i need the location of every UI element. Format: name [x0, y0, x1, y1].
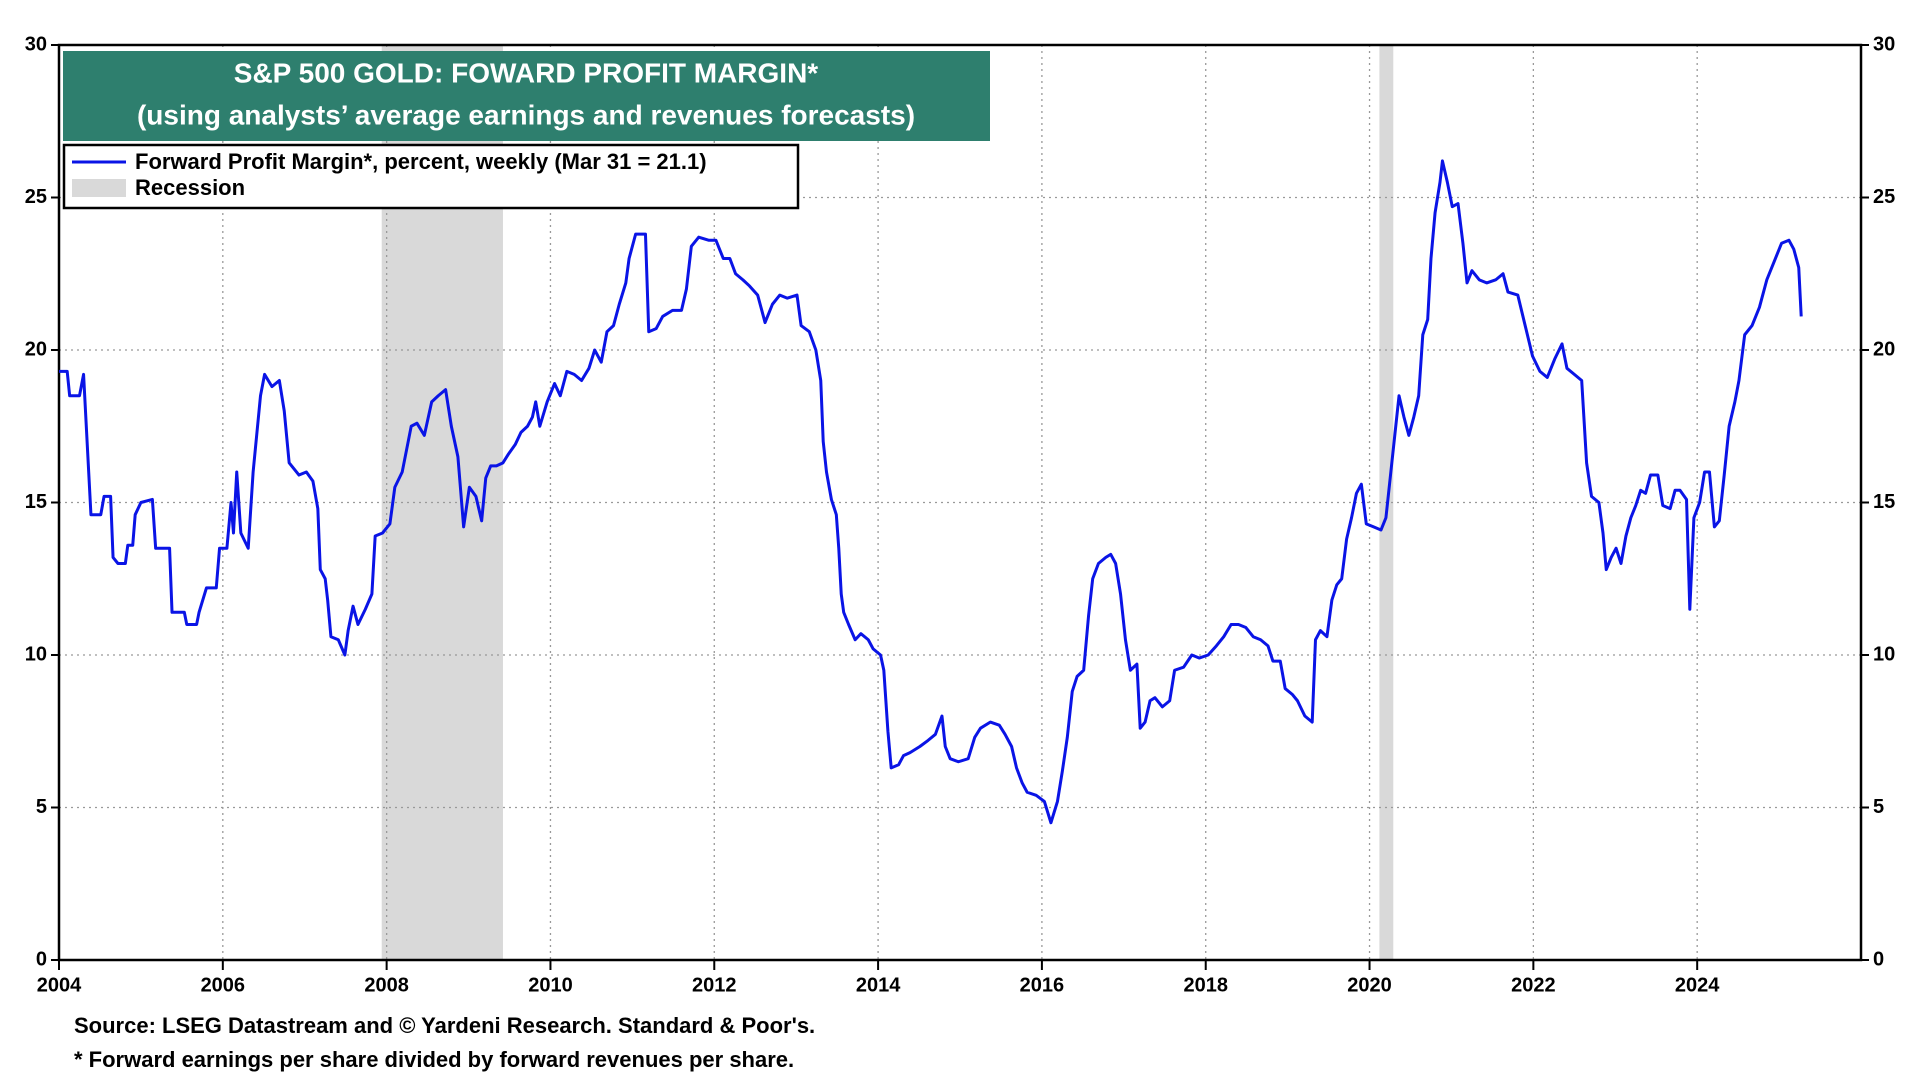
legend-label: Forward Profit Margin*, percent, weekly …: [135, 149, 707, 174]
x-tick-label: 2014: [856, 974, 901, 996]
y2-tick-label: 20: [1873, 338, 1895, 360]
source-note: Source: LSEG Datastream and © Yardeni Re…: [74, 1013, 815, 1038]
plot-frame: [57, 43, 1863, 962]
y2-tick-label: 25: [1873, 186, 1895, 208]
x-tick-label: 2022: [1511, 974, 1556, 996]
x-tick-label: 2004: [37, 974, 82, 996]
footnote: * Forward earnings per share divided by …: [74, 1047, 794, 1072]
x-tick-label: 2018: [1183, 974, 1228, 996]
y-tick-label: 25: [25, 186, 47, 208]
y-tick-label: 5: [36, 796, 47, 818]
y2-tick-label: 0: [1873, 948, 1884, 970]
x-tick-label: 2016: [1020, 974, 1065, 996]
legend-label: Recession: [135, 175, 245, 200]
legend-recession-swatch: [72, 179, 126, 197]
y-tick-label: 20: [25, 338, 47, 360]
y2-tick-label: 10: [1873, 643, 1895, 665]
chart-subtitle: (using analysts’ average earnings and re…: [137, 99, 915, 130]
y2-tick-label: 5: [1873, 796, 1884, 818]
x-tick-label: 2006: [201, 974, 246, 996]
x-tick-label: 2008: [364, 974, 409, 996]
y2-tick-label: 30: [1873, 33, 1895, 55]
x-tick-label: 2012: [692, 974, 737, 996]
x-tick-label: 2020: [1347, 974, 1392, 996]
chart-title: S&P 500 GOLD: FOWARD PROFIT MARGIN*: [234, 57, 819, 88]
y-tick-label: 30: [25, 33, 47, 55]
y-tick-label: 0: [36, 948, 47, 970]
x-tick-label: 2010: [528, 974, 573, 996]
x-tick-label: 2024: [1675, 974, 1720, 996]
y-tick-label: 10: [25, 643, 47, 665]
data-line: [59, 159, 1803, 825]
y2-tick-label: 15: [1873, 491, 1895, 513]
legend-box: [62, 143, 800, 210]
title-box: [63, 51, 990, 141]
y-tick-label: 15: [25, 491, 47, 513]
